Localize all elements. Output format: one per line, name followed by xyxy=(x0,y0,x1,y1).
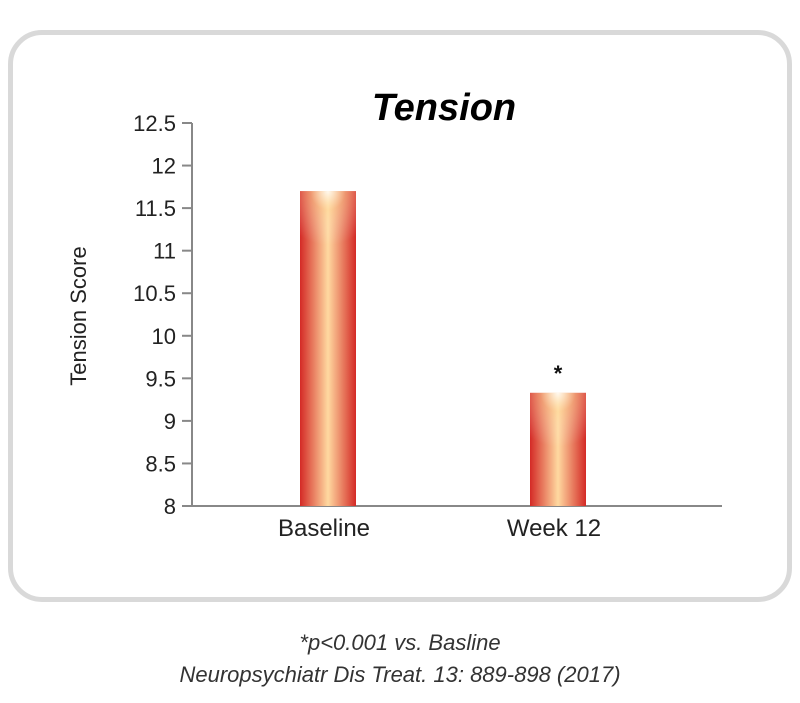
y-tick-label: 11.5 xyxy=(135,196,176,221)
y-ticks: 12.5 12 11.5 11 10.5 10 9.5 9 8.5 8 xyxy=(133,111,192,519)
y-tick-label: 10.5 xyxy=(133,281,176,306)
x-tick-label: Week 12 xyxy=(507,515,601,542)
y-tick-label: 8 xyxy=(164,494,176,519)
y-tick-label: 12.5 xyxy=(133,111,176,136)
y-tick-label: 10 xyxy=(152,324,176,349)
bar-highlight xyxy=(530,392,586,453)
citation-footnote: Neuropsychiatr Dis Treat. 13: 889-898 (2… xyxy=(179,662,621,687)
significance-marker: * xyxy=(554,361,563,386)
annotations: * xyxy=(554,361,563,386)
significance-footnote: *p<0.001 vs. Basline xyxy=(299,630,501,655)
x-tick-labels: Baseline Week 12 xyxy=(278,515,601,542)
y-axis-label: Tension Score xyxy=(66,246,91,385)
y-tick-label: 9 xyxy=(164,409,176,434)
y-tick-label: 11 xyxy=(153,239,176,264)
y-tick-label: 8.5 xyxy=(145,451,176,476)
chart-title: Tension xyxy=(372,87,516,129)
bars xyxy=(300,191,586,507)
y-tick-label: 9.5 xyxy=(145,366,176,391)
bar-highlight xyxy=(300,191,356,252)
x-tick-label: Baseline xyxy=(278,515,370,542)
y-tick-label: 12 xyxy=(152,154,176,179)
